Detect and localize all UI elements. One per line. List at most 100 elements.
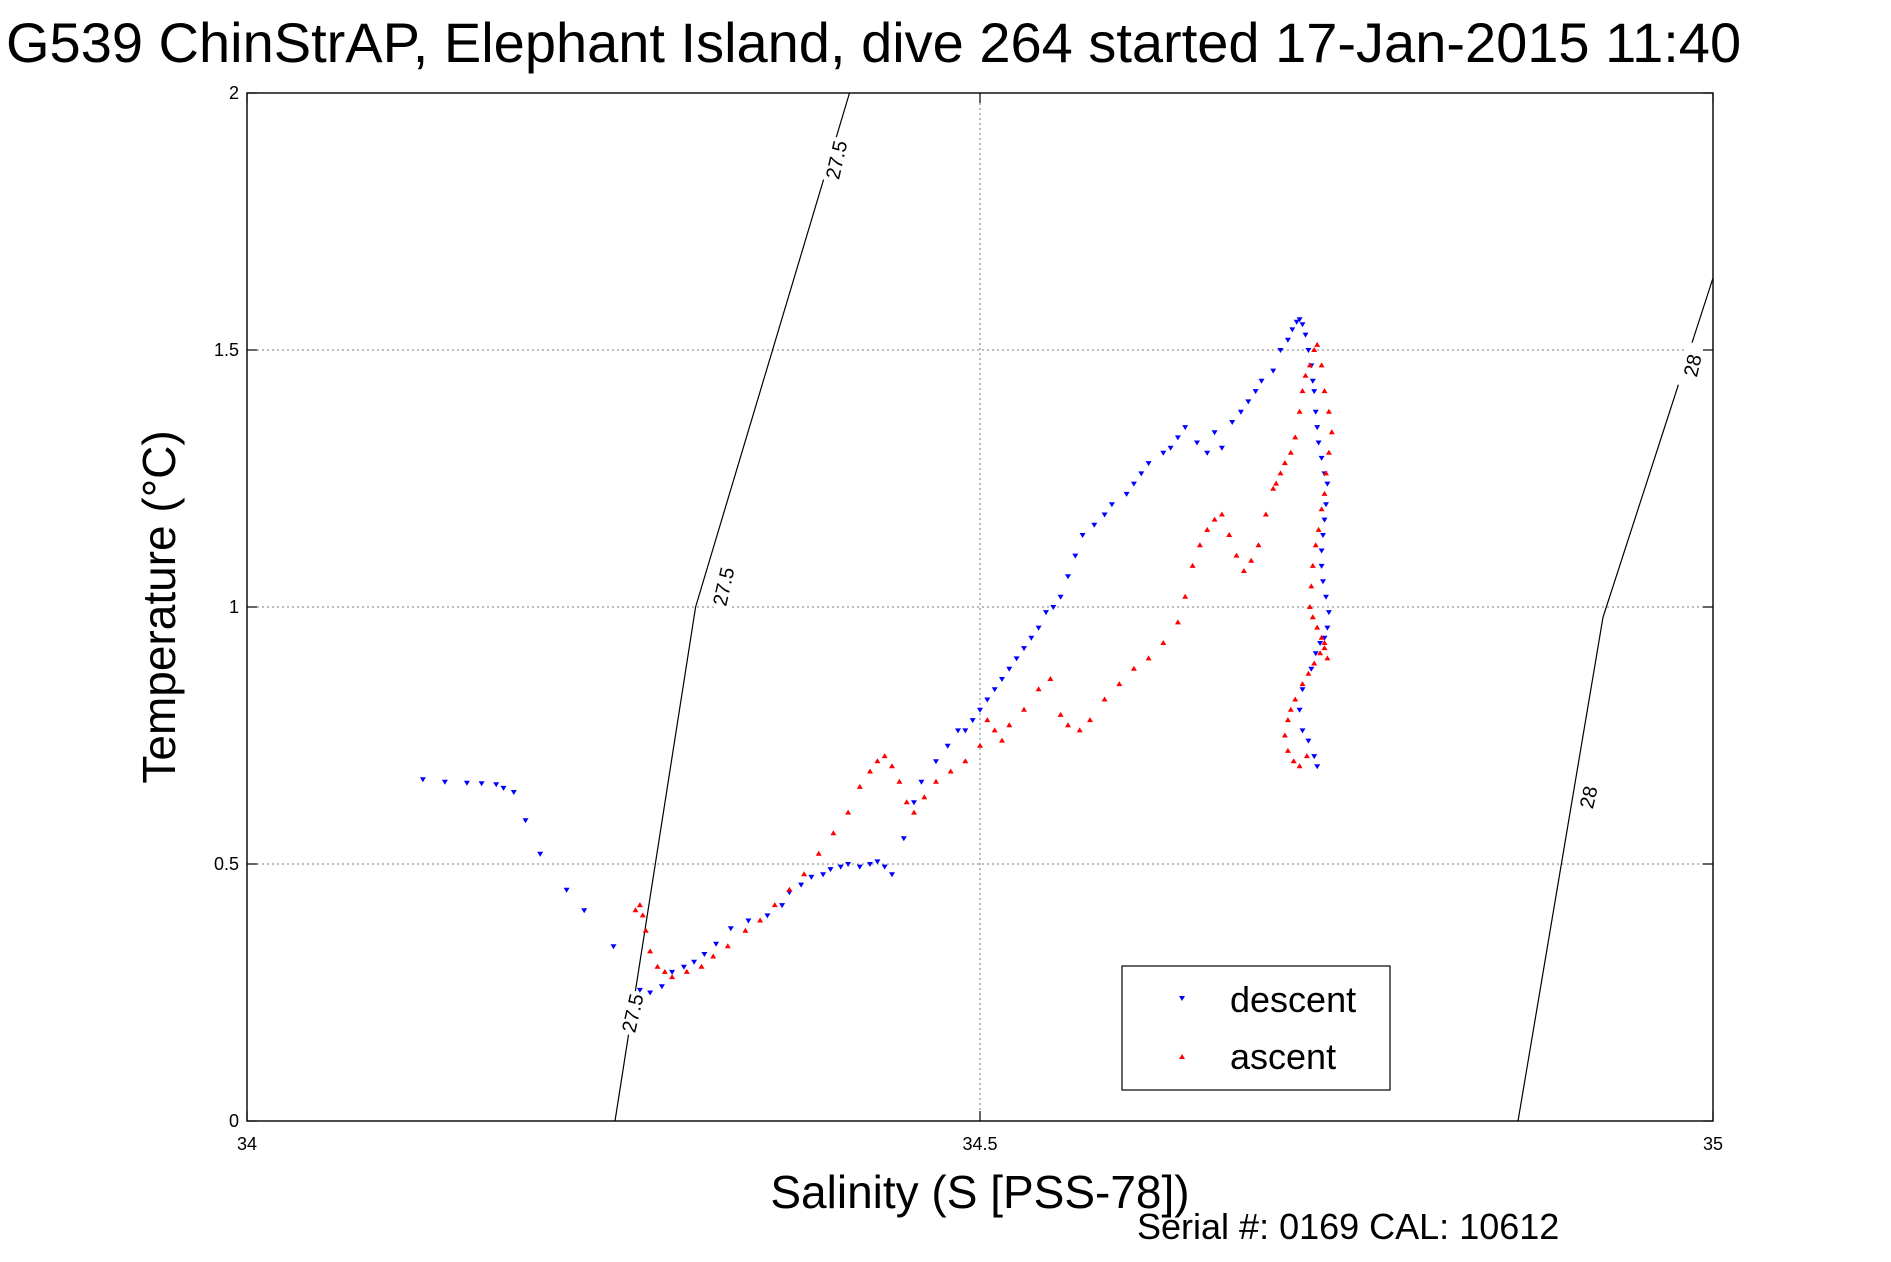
descent-point [1006,666,1013,672]
descent-point [1311,754,1318,760]
ascent-point [1189,562,1196,568]
ascent-point [1292,434,1299,440]
descent-point [1043,610,1049,616]
ascent-point [683,968,690,974]
ascent-point [1321,490,1328,496]
descent-point [1021,646,1027,652]
ascent-point [1174,619,1181,625]
descent-point [1108,502,1115,508]
ascent-point [977,742,983,748]
descent-point [1138,471,1145,477]
isopycnal-label-bg [1572,773,1605,822]
ascent-point [757,917,764,923]
ascent-point [669,974,676,980]
ascent-point [1284,747,1291,753]
descent-point [1065,574,1071,580]
ascent-point [1321,388,1328,394]
descent-point [1293,319,1300,325]
descent-point [1317,641,1324,646]
ascent-point [698,963,705,969]
descent-point [874,859,881,865]
ascent-point [1248,557,1255,563]
descent-point [1315,440,1322,446]
descent-point [845,862,852,867]
y-tick-label: 0 [229,1111,239,1131]
descent-point [1308,666,1315,672]
isopycnal-line [1517,277,1714,1122]
descent-point [933,759,939,765]
ascent-point [1076,727,1083,733]
descent-point [1314,764,1321,770]
descent-point [1194,440,1200,446]
ascent-point [896,778,903,784]
series-layer [419,317,1335,996]
ascent-point [1277,470,1284,476]
descent-point [1229,420,1236,425]
descent-point [1245,399,1252,405]
descent-point [808,874,815,880]
ascent-point [830,830,837,836]
ascent-point [1314,341,1321,347]
series-ascent [632,341,1335,980]
descent-point [1318,563,1325,569]
y-tick-label: 1 [229,597,239,617]
ascent-point [661,968,668,974]
descent-point [1091,522,1098,528]
ascent-point [874,758,881,764]
descent-point [969,718,976,724]
descent-point [713,941,720,947]
descent-point [1296,317,1303,323]
descent-point [701,952,708,957]
ascent-point [1035,686,1042,692]
descent-point [537,851,544,857]
ascent-point [1284,717,1291,723]
descent-point [1320,533,1326,538]
descent-point [1237,409,1244,415]
ascent-point [1305,670,1312,676]
descent-point [1277,348,1284,353]
descent-point [1305,738,1312,744]
descent-point [1312,409,1319,415]
descent-point [962,728,969,734]
ascent-point [1299,681,1306,687]
ascent-point [1324,655,1331,661]
descent-point [1314,425,1321,431]
isopycnal-label-bg [820,135,852,184]
ascent-point [984,717,991,723]
ascent-point [1196,542,1203,548]
ascent-point [1318,506,1325,512]
descent-point [999,677,1005,682]
ascent-point [1325,408,1332,414]
serial-footer: Serial #: 0169 CAL: 10612 [1137,1206,1559,1247]
ascent-point [1270,485,1277,491]
ascent-point [1006,722,1013,728]
isopycnal-label: 28 [1680,352,1706,379]
descent-point [510,790,517,795]
ascent-point [1321,640,1328,645]
descent-point [1204,450,1211,456]
ascent-point [1309,614,1316,620]
ascent-point [1287,706,1294,712]
descent-point [1311,389,1318,395]
ascent-point [639,912,646,918]
descent-point [889,872,895,878]
chart-title: G539 ChinStrAP, Elephant Island, dive 26… [6,11,1741,74]
ascent-point [1323,470,1329,476]
descent-point [1182,425,1189,431]
descent-point [1305,348,1312,353]
descent-point [1211,430,1218,436]
descent-point [463,780,470,786]
legend: descent ascent [1121,965,1391,1091]
isopycnal-label: 27.5 [709,565,739,608]
ascent-point [786,886,793,892]
descent-point [1321,517,1328,523]
descent-point [1101,512,1108,518]
ascent-point [1306,604,1313,609]
isopycnal-label-bg [707,562,740,611]
ascent-point [1315,526,1322,532]
ascent-point [1255,542,1262,548]
isopycnal-label-bg [616,989,649,1037]
ascent-point [1211,516,1218,522]
descent-point [1309,378,1316,384]
descent-point [1323,594,1329,600]
